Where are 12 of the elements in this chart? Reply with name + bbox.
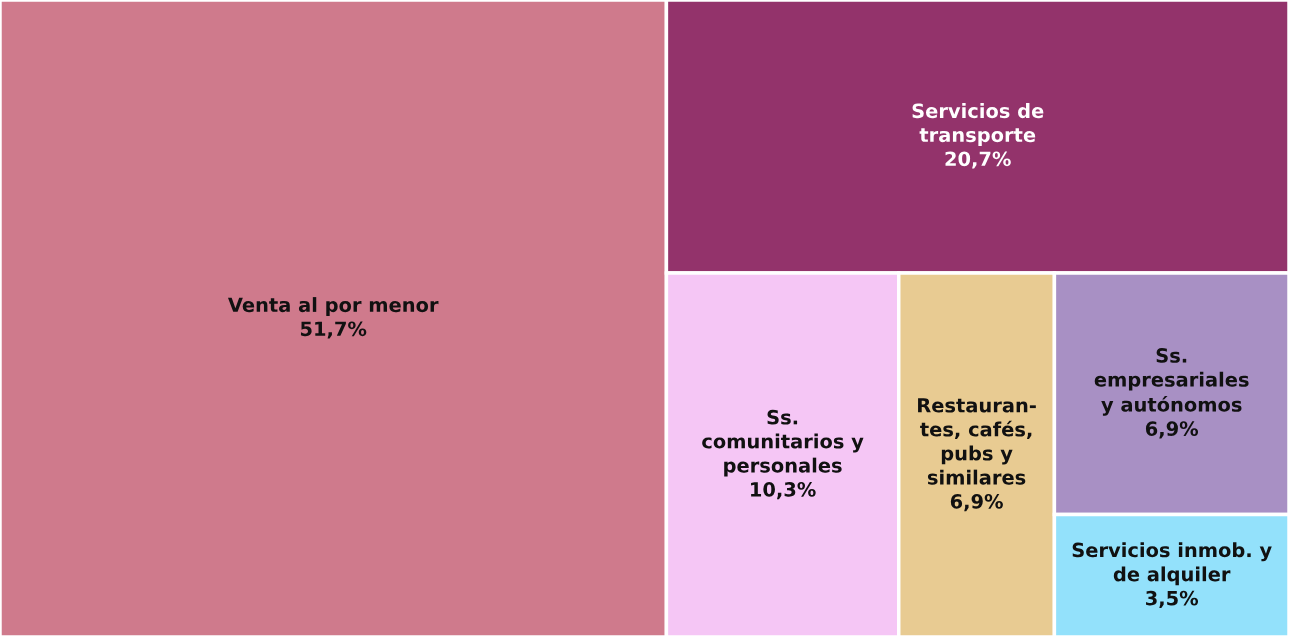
category-label: Restauran- tes, cafés, pubs y similares [918, 398, 1036, 485]
data-label: 3,5% [1146, 590, 1199, 608]
data-label: 6,9% [950, 493, 1003, 512]
category-label: Servicios de transporte [912, 103, 1044, 146]
category-label: Servicios inmob. y de alquiler [1072, 542, 1272, 586]
data-label: 6,9% [1145, 421, 1199, 439]
data-label: 20,7% [945, 151, 1011, 169]
category-label: Ss. comunitarios y personales [702, 409, 864, 477]
data-label: 10,3% [751, 481, 816, 500]
category-label: Ss. empresariales y autónomos [1094, 348, 1249, 416]
category-label: Venta al por menor [227, 297, 439, 316]
data-label: 51,7% [300, 321, 367, 339]
